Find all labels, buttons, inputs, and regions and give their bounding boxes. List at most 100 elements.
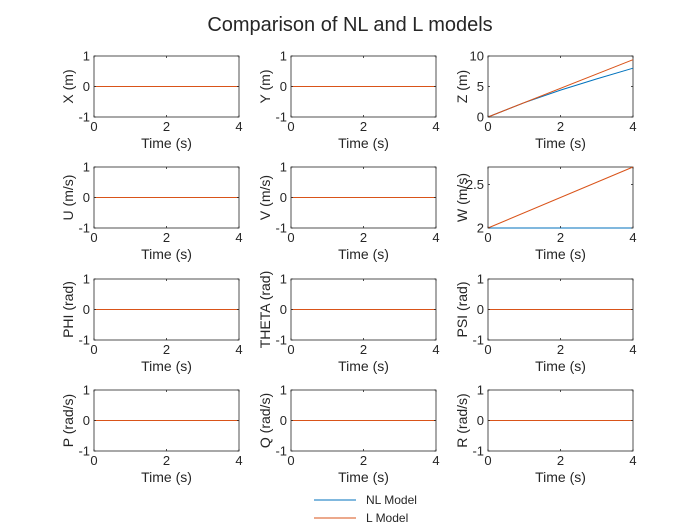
y-axis-label: P (rad/s) [60, 394, 76, 447]
x-axis-label: Time (s) [338, 358, 389, 374]
y-tick-label: -1 [275, 333, 287, 348]
legend-entry-label: NL Model [366, 493, 417, 507]
x-tick-label: 0 [484, 342, 491, 357]
y-tick-label: -1 [78, 444, 90, 459]
series-line-l-model [487, 59, 634, 118]
x-tick-label: 2 [360, 453, 367, 468]
y-axis-label: X (m) [60, 69, 76, 103]
y-axis-label: V (m/s) [257, 175, 273, 220]
x-tick-label: 4 [235, 453, 242, 468]
x-tick-label: 2 [360, 119, 367, 134]
y-tick-label: 1 [83, 383, 90, 398]
x-tick-label: 2 [557, 230, 564, 245]
y-axis-label: PHI (rad) [60, 281, 76, 338]
y-tick-label: -1 [78, 110, 90, 125]
x-axis-label: Time (s) [141, 135, 192, 151]
x-axis-label: Time (s) [338, 135, 389, 151]
x-tick-label: 0 [484, 230, 491, 245]
y-axis-label: PSI (rad) [454, 281, 470, 337]
y-tick-label: 1 [280, 272, 287, 287]
y-tick-label: -1 [78, 333, 90, 348]
x-tick-label: 4 [629, 230, 636, 245]
y-tick-label: 2.5 [466, 177, 484, 192]
x-axis-label: Time (s) [141, 358, 192, 374]
y-tick-label: -1 [275, 444, 287, 459]
x-axis-label: Time (s) [535, 246, 586, 262]
y-tick-label: 1 [83, 272, 90, 287]
y-tick-label: 0 [83, 302, 90, 317]
y-tick-label: 0 [280, 413, 287, 428]
y-tick-label: 1 [477, 272, 484, 287]
x-axis-label: Time (s) [338, 246, 389, 262]
x-tick-label: 0 [287, 453, 294, 468]
axes-box [487, 55, 634, 118]
x-tick-label: 2 [163, 342, 170, 357]
y-tick-label: 1 [83, 49, 90, 64]
x-tick-label: 0 [287, 119, 294, 134]
x-axis-label: Time (s) [338, 469, 389, 485]
y-tick-label: -1 [275, 110, 287, 125]
x-tick-label: 4 [235, 119, 242, 134]
y-axis-label: Z (m) [454, 70, 470, 103]
x-tick-label: 2 [360, 342, 367, 357]
x-tick-label: 2 [557, 453, 564, 468]
x-axis-label: Time (s) [535, 469, 586, 485]
subplot-3: 0 2 4 0 5 10 Time (s) Z (m) [454, 49, 637, 152]
y-tick-label: 0 [280, 302, 287, 317]
y-tick-label: 0 [477, 302, 484, 317]
y-tick-label: 0 [83, 413, 90, 428]
y-axis-label: Q (rad/s) [257, 393, 273, 448]
x-tick-label: 4 [235, 230, 242, 245]
y-tick-label: 10 [470, 49, 484, 64]
x-tick-label: 2 [557, 342, 564, 357]
y-tick-label: -1 [472, 444, 484, 459]
y-tick-label: 1 [477, 383, 484, 398]
y-tick-label: 1 [280, 383, 287, 398]
x-tick-label: 0 [90, 453, 97, 468]
x-tick-label: 0 [484, 453, 491, 468]
x-tick-label: 0 [90, 230, 97, 245]
y-tick-label: 0 [477, 413, 484, 428]
y-tick-label: 0 [280, 79, 287, 94]
x-tick-label: 4 [432, 342, 439, 357]
x-axis-label: Time (s) [535, 135, 586, 151]
y-axis-label: Y (m) [257, 70, 273, 104]
x-tick-label: 0 [287, 230, 294, 245]
y-axis-label: U (m/s) [60, 175, 76, 221]
x-tick-label: 0 [484, 119, 491, 134]
x-tick-label: 4 [629, 342, 636, 357]
x-tick-label: 4 [432, 453, 439, 468]
x-tick-label: 2 [163, 230, 170, 245]
chart-title: Comparison of NL and L models [207, 14, 492, 36]
x-tick-label: 0 [287, 342, 294, 357]
y-axis-label: W (m/s) [454, 173, 470, 222]
y-tick-label: 0 [83, 79, 90, 94]
y-tick-label: 5 [477, 79, 484, 94]
x-axis-label: Time (s) [141, 469, 192, 485]
x-tick-label: 4 [629, 453, 636, 468]
y-tick-label: 1 [83, 160, 90, 175]
x-tick-label: 0 [90, 342, 97, 357]
y-axis-label: THETA (rad) [257, 271, 273, 349]
y-axis-label: R (rad/s) [454, 393, 470, 447]
x-tick-label: 2 [163, 453, 170, 468]
x-axis-label: Time (s) [141, 246, 192, 262]
legend-entry-label: L Model [366, 511, 408, 525]
y-tick-label: -1 [78, 221, 90, 236]
y-tick-label: 0 [477, 110, 484, 125]
y-tick-label: -1 [275, 221, 287, 236]
legend: NL Model L Model [307, 489, 437, 525]
y-tick-label: 0 [83, 190, 90, 205]
y-tick-label: 1 [280, 49, 287, 64]
